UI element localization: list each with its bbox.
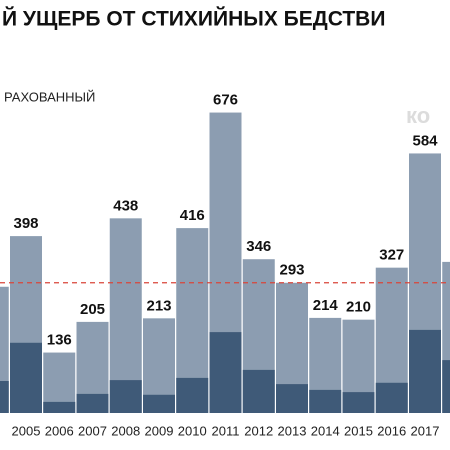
value-label: 205: [80, 301, 105, 318]
x-tick-label: 2008: [111, 423, 140, 438]
x-tick-label: 2007: [78, 423, 107, 438]
x-tick-label: 2009: [145, 423, 174, 438]
bar: [276, 384, 308, 413]
x-tick-label: 2012: [244, 423, 273, 438]
bar: [242, 369, 275, 413]
value-label: 398: [13, 215, 38, 232]
x-tick-label: 2014: [311, 423, 340, 438]
bar: [10, 342, 42, 413]
x-tick-label: 2015: [344, 423, 373, 438]
bar: [409, 329, 441, 413]
value-label: 438: [113, 197, 138, 214]
bar: [176, 377, 209, 413]
watermark: ко: [406, 103, 430, 128]
x-tick-label: 2017: [411, 423, 440, 438]
x-tick-label: 2010: [178, 423, 207, 438]
x-tick-label: 2016: [377, 423, 406, 438]
value-label: 210: [346, 299, 371, 316]
value-label: 136: [47, 332, 72, 349]
bar: [76, 393, 109, 413]
value-label: 214: [313, 297, 339, 314]
value-label: 346: [246, 238, 271, 255]
bar: [143, 394, 175, 413]
chart-title: Й УЩЕРБ ОТ СТИХИЙНЫХ БЕДСТВИ: [2, 7, 385, 31]
bar: [442, 261, 450, 413]
x-tick-label: 2011: [212, 423, 240, 438]
legend-label: РАХОВАННЫЙ: [4, 89, 95, 104]
value-label: 327: [379, 247, 404, 264]
x-tick-label: 2013: [278, 423, 307, 438]
bar: [209, 332, 242, 413]
bar: [442, 360, 450, 413]
value-label: 676: [213, 92, 238, 109]
value-label: 584: [412, 132, 438, 149]
value-label: 293: [279, 262, 304, 279]
bar: [342, 392, 375, 413]
x-tick-label: 2005: [12, 423, 41, 438]
bar: [43, 401, 76, 413]
bar: [109, 380, 142, 413]
bar: [309, 389, 342, 413]
value-label: 416: [180, 207, 205, 224]
value-label: 213: [146, 297, 171, 314]
bar: [375, 382, 408, 413]
bar: [0, 286, 9, 413]
x-tick-label: 2006: [45, 423, 74, 438]
bar: [0, 381, 9, 413]
